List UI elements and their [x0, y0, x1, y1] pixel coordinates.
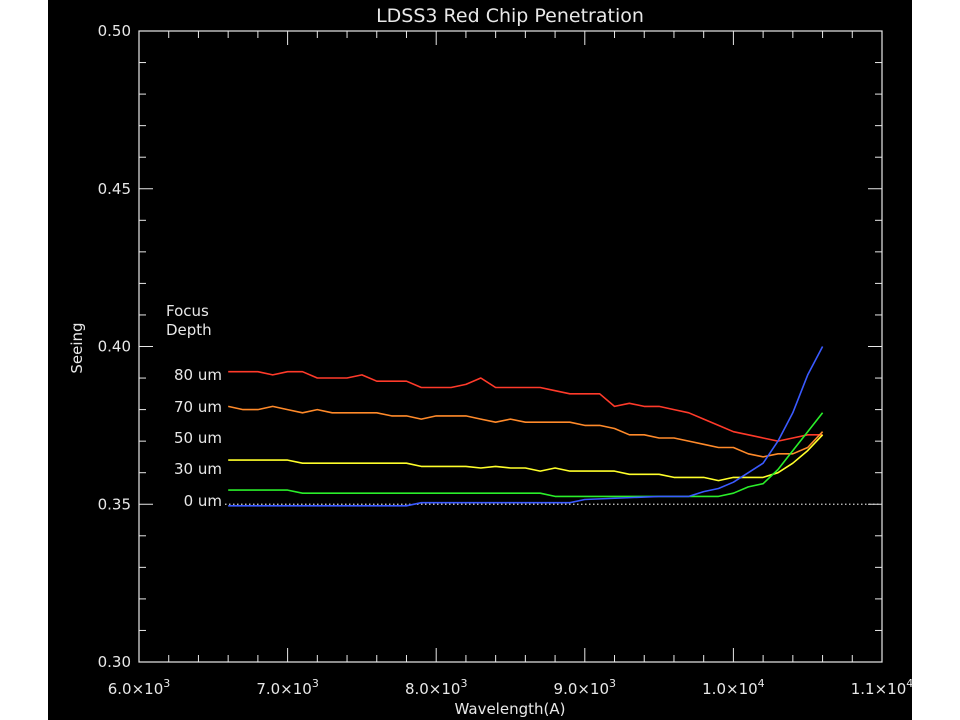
series-line	[228, 405, 824, 458]
x-axis-label: Wavelength(A)	[455, 700, 566, 718]
series-line	[228, 346, 824, 507]
legend-label: 80 um	[174, 366, 222, 384]
plot-frame	[138, 30, 883, 663]
series-line	[228, 370, 823, 442]
y-tick-label: 0.45	[98, 180, 131, 198]
legend-label: 50 um	[174, 429, 222, 447]
series-line	[228, 412, 824, 498]
y-tick-label: 0.35	[98, 495, 131, 513]
y-tick-label: 0.30	[98, 653, 131, 671]
x-tick-label: 1.1×104	[851, 677, 914, 698]
legend-title: Focus Depth	[166, 302, 212, 339]
y-axis-label: Seeing	[68, 322, 86, 373]
x-tick-label: 9.0×103	[554, 677, 617, 698]
y-tick-label: 0.50	[98, 22, 131, 40]
legend-label: 30 um	[174, 460, 222, 478]
legend-label: 0 um	[184, 492, 222, 510]
legend-label: 70 um	[174, 398, 222, 416]
series-line	[228, 434, 824, 482]
chart-title: LDSS3 Red Chip Penetration	[376, 5, 644, 27]
legend-title-line-1: Focus	[166, 302, 209, 320]
x-tick-label: 1.0×104	[702, 677, 765, 698]
legend-title-line-2: Depth	[166, 321, 212, 339]
y-tick-label: 0.40	[98, 338, 131, 356]
x-tick-label: 6.0×103	[108, 677, 171, 698]
x-tick-label: 8.0×103	[405, 677, 468, 698]
x-tick-label: 7.0×103	[256, 677, 319, 698]
plot-background	[48, 0, 912, 720]
